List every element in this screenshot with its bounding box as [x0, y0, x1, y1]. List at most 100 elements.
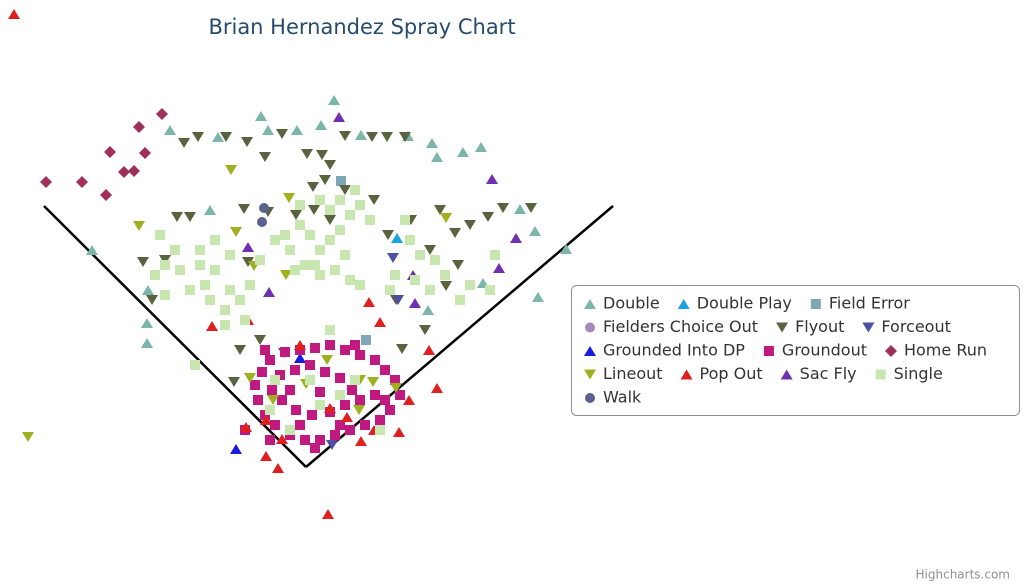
- point: [419, 325, 431, 335]
- point: [307, 182, 319, 192]
- legend-symbol: [763, 346, 774, 356]
- legend-symbol: [884, 345, 897, 357]
- point: [295, 420, 305, 430]
- point: [422, 305, 434, 315]
- legend-item[interactable]: Groundout: [763, 341, 867, 360]
- point: [300, 435, 310, 445]
- legend-item[interactable]: Home Run: [884, 341, 987, 360]
- point: [375, 415, 385, 425]
- point: [283, 193, 295, 203]
- point: [262, 125, 274, 135]
- legend-item[interactable]: Lineout: [584, 364, 663, 383]
- point: [485, 285, 495, 295]
- legend-item[interactable]: Pop Out: [680, 364, 763, 383]
- point: [382, 230, 394, 240]
- point: [529, 226, 541, 236]
- legend-label: Home Run: [904, 341, 987, 360]
- point: [280, 230, 290, 240]
- legend-box: [571, 285, 1020, 416]
- point: [335, 195, 345, 205]
- point: [374, 317, 386, 327]
- legend-item[interactable]: Forceout: [862, 317, 951, 336]
- legend-label: Grounded Into DP: [603, 341, 745, 360]
- point: [133, 121, 145, 133]
- point: [307, 410, 317, 420]
- point: [322, 509, 334, 519]
- point: [230, 227, 242, 237]
- legend-item[interactable]: Single: [875, 364, 943, 383]
- point: [392, 295, 404, 305]
- point: [482, 212, 494, 222]
- point: [257, 217, 267, 227]
- point: [415, 250, 425, 260]
- point: [350, 340, 360, 350]
- legend-symbol: [584, 299, 596, 309]
- foul-line: [305, 205, 614, 468]
- point: [440, 270, 450, 280]
- point: [205, 295, 215, 305]
- point: [532, 292, 544, 302]
- legend-item[interactable]: Fielders Choice Out: [585, 317, 758, 336]
- legend-item[interactable]: Grounded Into DP: [584, 341, 745, 360]
- point: [220, 320, 230, 330]
- point: [170, 245, 180, 255]
- point: [425, 285, 435, 295]
- point: [319, 175, 331, 185]
- point: [316, 150, 328, 160]
- legend-item[interactable]: Double: [584, 294, 660, 313]
- legend-label: Sac Fly: [800, 364, 857, 383]
- point: [100, 189, 112, 201]
- point: [396, 344, 408, 354]
- point: [449, 228, 461, 238]
- legend-item[interactable]: Walk: [585, 388, 642, 407]
- point: [285, 245, 295, 255]
- point: [324, 215, 336, 225]
- point: [335, 390, 345, 400]
- chart-title: Brian Hernandez Spray Chart: [208, 15, 515, 39]
- point: [184, 212, 196, 222]
- credits[interactable]: Highcharts.com: [916, 568, 1010, 582]
- point: [366, 132, 378, 142]
- point: [452, 260, 464, 270]
- point: [315, 270, 325, 280]
- point: [276, 129, 288, 139]
- legend-item[interactable]: Sac Fly: [780, 364, 857, 383]
- point: [315, 245, 325, 255]
- point: [270, 420, 280, 430]
- point: [310, 260, 320, 270]
- point: [238, 204, 250, 214]
- point: [260, 415, 272, 425]
- point: [260, 345, 270, 355]
- point: [325, 340, 335, 350]
- point: [263, 287, 275, 297]
- point: [118, 166, 130, 178]
- point: [257, 367, 267, 377]
- legend-item[interactable]: Double Play: [677, 294, 792, 313]
- point: [315, 387, 325, 397]
- point: [330, 430, 340, 440]
- point: [423, 345, 435, 355]
- point: [410, 275, 420, 285]
- point: [340, 400, 350, 410]
- legend-symbol: [780, 369, 793, 380]
- point: [133, 221, 145, 231]
- point: [225, 250, 235, 260]
- point: [255, 255, 265, 265]
- point: [405, 235, 415, 245]
- point: [464, 220, 476, 230]
- point: [241, 137, 253, 147]
- point: [104, 146, 116, 158]
- point: [270, 375, 280, 385]
- legend-item[interactable]: Field Error: [810, 294, 910, 313]
- point: [440, 281, 452, 291]
- point: [430, 255, 440, 265]
- point: [210, 265, 220, 275]
- point: [330, 265, 340, 275]
- point: [300, 260, 310, 270]
- legend-symbol: [677, 299, 690, 309]
- point: [560, 244, 572, 254]
- point: [315, 400, 325, 410]
- point: [291, 125, 303, 135]
- legend-item[interactable]: Flyout: [776, 317, 844, 336]
- point: [146, 295, 158, 305]
